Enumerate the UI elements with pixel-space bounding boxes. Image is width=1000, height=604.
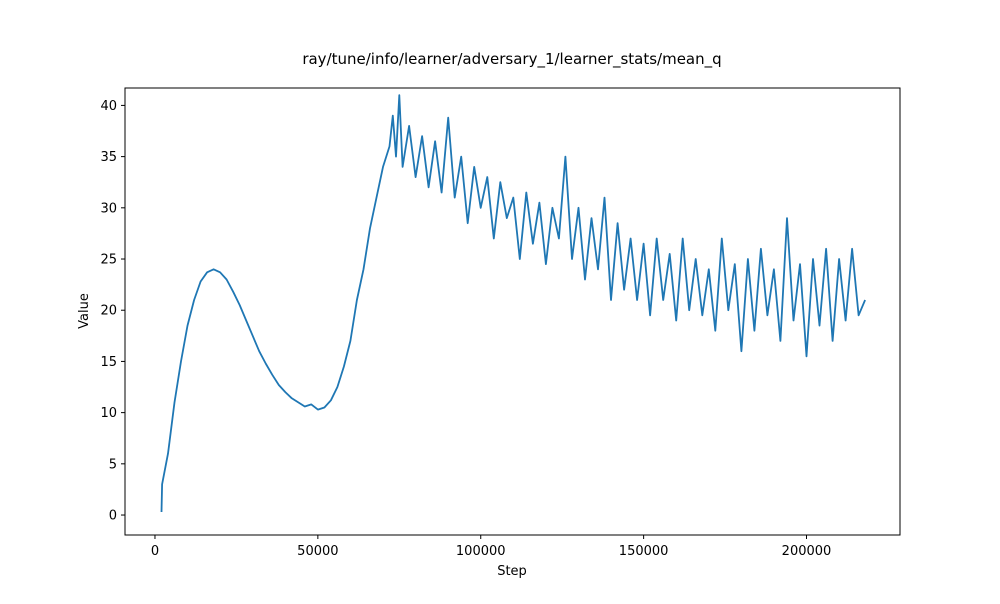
y-tick-label: 30 bbox=[100, 201, 117, 216]
y-tick-label: 20 bbox=[100, 304, 117, 319]
x-tick-label: 150000 bbox=[619, 544, 669, 559]
x-tick-label: 0 bbox=[151, 544, 159, 559]
y-tick-label: 0 bbox=[109, 509, 117, 524]
y-tick-label: 25 bbox=[100, 253, 117, 268]
x-tick-label: 200000 bbox=[782, 544, 832, 559]
y-axis-label: Value bbox=[77, 293, 92, 329]
data-line bbox=[160, 94, 866, 513]
x-tick-label: 100000 bbox=[456, 544, 506, 559]
x-tick-label: 50000 bbox=[297, 544, 338, 559]
x-axis-label: Step bbox=[497, 564, 527, 579]
y-tick-label: 10 bbox=[100, 406, 117, 421]
plot-frame bbox=[124, 87, 901, 536]
y-tick-label: 35 bbox=[100, 150, 117, 165]
chart-title: ray/tune/info/learner/adversary_1/learne… bbox=[302, 50, 721, 69]
y-tick-label: 15 bbox=[100, 355, 117, 370]
y-tick-label: 40 bbox=[100, 99, 117, 114]
y-tick-label: 5 bbox=[109, 457, 117, 472]
